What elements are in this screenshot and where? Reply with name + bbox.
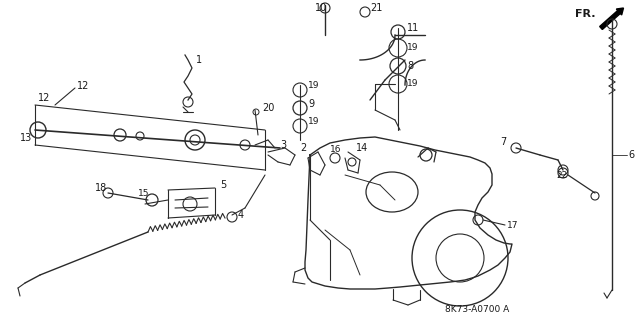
- Text: 7: 7: [500, 137, 506, 147]
- FancyArrow shape: [600, 8, 623, 29]
- Text: 11: 11: [407, 23, 419, 33]
- Text: 1: 1: [196, 55, 202, 65]
- Text: 14: 14: [356, 143, 368, 153]
- Text: 8: 8: [407, 61, 413, 71]
- Text: 20: 20: [262, 103, 275, 113]
- Text: 17: 17: [507, 220, 518, 229]
- Text: 6: 6: [628, 150, 634, 160]
- Text: 8K73-A0700 A: 8K73-A0700 A: [445, 306, 509, 315]
- Text: 12: 12: [38, 93, 51, 103]
- Text: 3: 3: [280, 140, 286, 150]
- Text: 4: 4: [238, 210, 244, 220]
- Text: 15: 15: [138, 189, 150, 197]
- Text: 19: 19: [407, 79, 419, 88]
- Text: 10: 10: [315, 3, 327, 13]
- Text: 19: 19: [308, 81, 319, 91]
- Text: 19: 19: [407, 43, 419, 53]
- Text: 13: 13: [20, 133, 32, 143]
- Text: 5: 5: [220, 180, 227, 190]
- Text: 9: 9: [308, 99, 314, 109]
- Text: 16: 16: [330, 145, 342, 154]
- Text: 18: 18: [95, 183, 108, 193]
- Text: 2: 2: [300, 143, 307, 153]
- Text: 12: 12: [77, 81, 90, 91]
- Text: FR.: FR.: [575, 9, 595, 19]
- Text: 22: 22: [556, 170, 567, 180]
- Text: 21: 21: [370, 3, 382, 13]
- Text: 19: 19: [308, 117, 319, 127]
